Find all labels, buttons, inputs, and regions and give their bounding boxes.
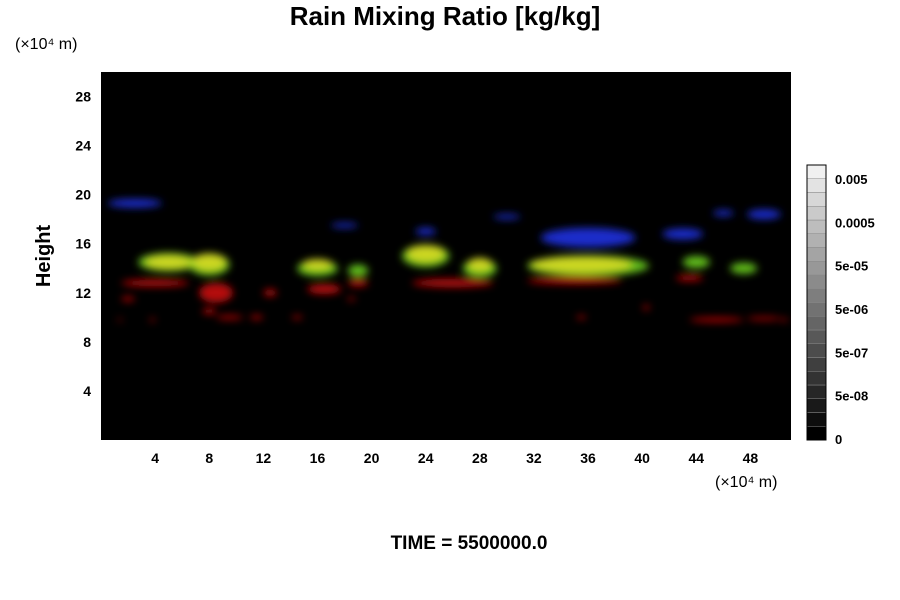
colorbar-segment [806,371,827,386]
y-tick-label: 8 [83,334,91,350]
x-axis-unit: (×10⁴ m) [715,474,777,491]
rain-blob [540,227,636,248]
rain-blob [676,275,704,282]
colorbar-tick-label: 0.005 [835,172,868,187]
colorbar-tick-label: 0.0005 [835,215,875,230]
colorbar-segment [806,302,827,317]
x-tick-label: 4 [151,450,159,466]
x-tick-label: 28 [472,450,488,466]
colorbar-segment [806,206,827,221]
colorbar-tick-label: 0 [835,432,842,447]
colorbar [806,164,827,441]
y-tick-label: 16 [75,236,91,252]
colorbar-segment [806,384,827,399]
x-tick-label: 24 [418,450,434,466]
time-label: TIME = 5500000.0 [391,533,548,554]
rain-blob [347,297,356,301]
colorbar-segment [806,192,827,207]
x-tick-label: 16 [310,450,326,466]
colorbar-segment [806,288,827,303]
rain-blob [347,279,369,287]
rain-blob [747,316,781,321]
rain-blob [689,317,744,323]
colorbar-segment [806,247,827,262]
colorbar-segment [806,274,827,289]
rain-blob [576,315,587,320]
rain-blob [467,257,492,272]
chart-title: Rain Mixing Ratio [kg/kg] [290,1,601,31]
rain-blob [199,282,233,303]
x-tick-label: 40 [634,450,650,466]
rain-blob [307,284,342,295]
x-tick-label: 8 [205,450,213,466]
colorbar-segment [806,316,827,331]
rain-blob [747,209,781,220]
x-tick-label: 12 [256,450,272,466]
rain-blob [415,227,436,236]
rain-blob [662,228,704,240]
rain-blob [530,256,633,273]
rain-blob [121,279,189,287]
y-axis-ticks: 4 8 12 16 20 24 28 [75,89,91,399]
colorbar-segment [806,178,827,193]
rain-blob [730,262,758,274]
x-tick-label: 32 [526,450,542,466]
rain-blob [192,253,227,271]
rain-blob [149,317,156,322]
y-axis-label: Height [33,225,55,288]
rain-blob [202,308,216,315]
rain-blob [331,222,359,228]
rain-blob [527,276,622,285]
y-axis-unit: (×10⁴ m) [15,36,77,53]
rain-field [107,198,789,323]
rain-blob [107,198,162,208]
y-tick-label: 12 [75,285,91,301]
rain-blob [713,210,734,217]
rain-blob [144,255,193,269]
colorbar-tick-label: 5e-06 [835,302,868,317]
colorbar-segment [806,219,827,234]
rain-blob [291,315,303,320]
colorbar-segment [806,426,827,441]
rain-blob [121,296,135,302]
colorbar-segment [806,343,827,358]
rain-blob [682,256,710,269]
colorbar-segment [806,261,827,276]
y-tick-label: 4 [83,383,91,399]
y-tick-label: 28 [75,89,91,105]
x-tick-label: 44 [689,450,705,466]
x-tick-label: 48 [743,450,759,466]
colorbar-tick-label: 5e-05 [835,259,868,274]
colorbar-frame [806,164,827,441]
colorbar-segment [806,329,827,344]
y-tick-label: 20 [75,187,91,203]
rain-blob [117,318,122,322]
rain-blob [493,214,521,220]
y-tick-label: 24 [75,138,91,154]
colorbar-segment [806,412,827,427]
rain-blob [780,318,789,322]
colorbar-segment [806,357,827,372]
rain-blob [263,289,277,297]
colorbar-segment [806,233,827,248]
colorbar-tick-label: 5e-08 [835,389,868,404]
rain-blob [642,305,650,310]
colorbar-segment [806,398,827,413]
rain-blob [406,244,445,263]
colorbar-ticks: 0.005 0.0005 5e-05 5e-06 5e-07 5e-08 0 [835,172,875,447]
rain-blob [249,315,264,320]
colorbar-segment [806,164,827,179]
x-axis-ticks: 4 8 12 16 20 24 28 32 36 40 44 48 [151,450,758,466]
x-tick-label: 36 [580,450,596,466]
x-tick-label: 20 [364,450,380,466]
rain-blob [347,264,369,277]
rain-blob [216,315,244,320]
rain-blob [302,259,333,271]
rain-blob [412,278,494,288]
colorbar-tick-label: 5e-07 [835,345,868,360]
